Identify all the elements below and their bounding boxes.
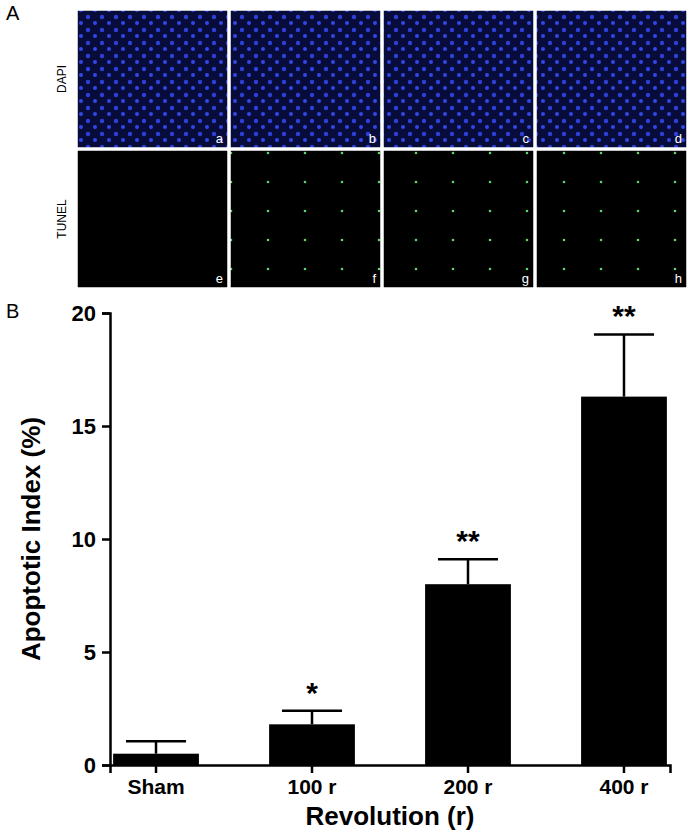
error-stem	[311, 711, 314, 725]
micrograph	[383, 150, 534, 288]
micrograph	[77, 10, 228, 148]
tick-mark	[102, 764, 110, 767]
micrograph	[230, 10, 381, 148]
tick-mark	[155, 765, 158, 773]
micrograph	[536, 10, 687, 148]
tick-label: 5	[84, 640, 96, 665]
y-axis: 0 5 10 15 20	[72, 301, 111, 778]
error-cap	[126, 740, 186, 743]
tick-label: 400 r	[599, 775, 648, 798]
panel-letter: c	[523, 131, 530, 146]
x-axis-title: Revolution (r)	[306, 801, 475, 831]
panel-letter: f	[372, 271, 376, 286]
error-bar	[282, 711, 342, 725]
tick: 0	[84, 753, 110, 778]
row-label: DAPI	[55, 65, 69, 93]
tick-label: 200 r	[443, 775, 492, 798]
tick-mark	[102, 651, 110, 654]
tick: Sham	[127, 765, 184, 798]
error-cap	[282, 710, 342, 713]
tick-label: 0	[84, 753, 96, 778]
panel-letter: d	[675, 131, 682, 146]
significance-label: *	[306, 676, 318, 709]
tick-mark	[467, 765, 470, 773]
panel-label: A	[6, 2, 20, 24]
panel-label: B	[6, 300, 19, 322]
significance-label: **	[456, 524, 480, 557]
micrograph	[383, 10, 534, 148]
plot-area	[113, 334, 667, 765]
tick-mark	[102, 425, 110, 428]
panel-letter: b	[369, 131, 376, 146]
bar	[269, 724, 355, 765]
error-bar	[438, 559, 498, 584]
error-bar	[594, 334, 654, 396]
tick-label: 100 r	[287, 775, 336, 798]
error-stem	[467, 559, 470, 584]
micrograph	[77, 150, 228, 288]
tick: 100 r	[287, 765, 336, 798]
tick-label: 10	[72, 527, 96, 552]
panel-letter: h	[675, 271, 682, 286]
axis-line	[111, 766, 671, 774]
tick-mark	[102, 538, 110, 541]
tick-mark	[623, 765, 626, 773]
bar	[425, 584, 511, 765]
error-stem	[155, 741, 158, 753]
panel-letter: a	[216, 131, 224, 146]
axis-line	[102, 314, 111, 766]
tick-label: 15	[72, 414, 96, 439]
tick: 15	[72, 414, 110, 439]
micrograph	[230, 150, 381, 288]
figure: ADAPIabcdTUNELefghB*****05101520Sham100 …	[0, 0, 700, 836]
error-bar	[126, 741, 186, 753]
tick-label: 20	[72, 301, 96, 326]
bar	[113, 754, 199, 765]
tick-mark	[311, 765, 314, 773]
error-cap	[438, 558, 498, 561]
y-axis-title: Apoptotic Index (%)	[16, 417, 46, 661]
tick: 20	[72, 301, 110, 326]
error-cap	[594, 333, 654, 336]
tick: 400 r	[599, 765, 648, 798]
bar	[581, 397, 667, 765]
panel-letter: e	[216, 271, 223, 286]
tick-mark	[102, 312, 110, 315]
significance-label: **	[612, 299, 636, 332]
tick: 200 r	[443, 765, 492, 798]
x-axis: Sham 100 r 200 r 400 r	[111, 765, 671, 798]
panel-letter: g	[522, 271, 529, 286]
error-stem	[623, 334, 626, 396]
micrograph	[536, 150, 687, 288]
tick: 5	[84, 640, 110, 665]
tick: 10	[72, 527, 110, 552]
tick-label: Sham	[127, 775, 184, 798]
row-label: TUNEL	[55, 199, 69, 239]
